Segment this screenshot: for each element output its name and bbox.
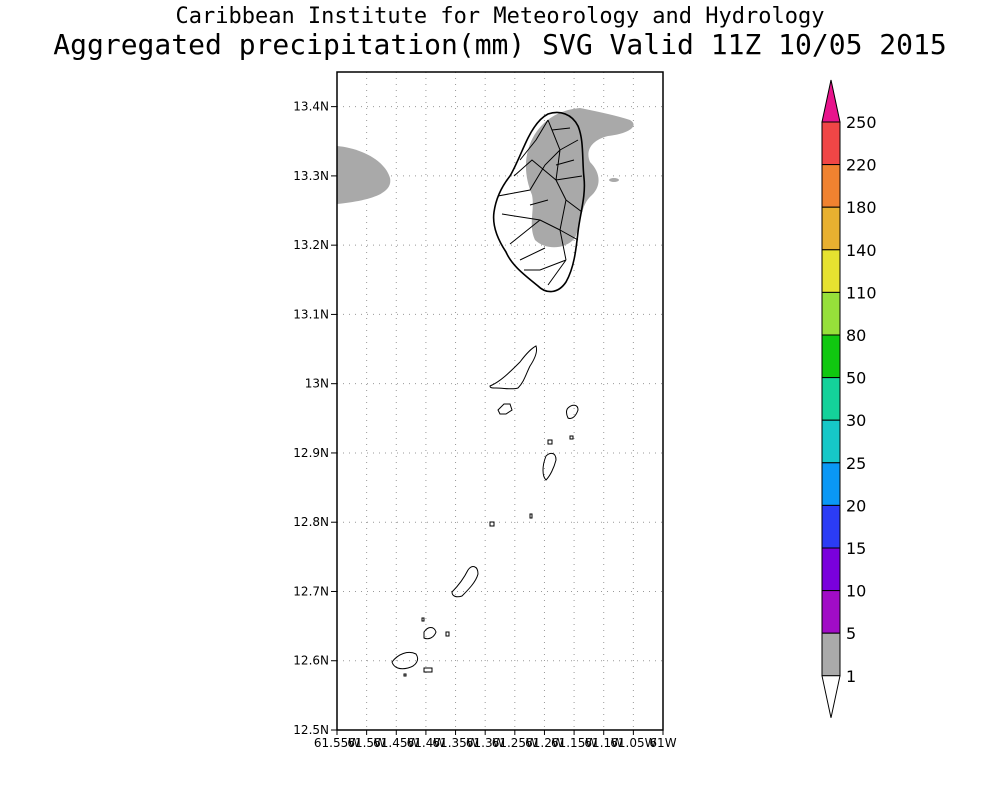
colorbar-segment (821, 590, 841, 634)
island-st-vincent (492, 111, 586, 293)
colorbar-segment (821, 547, 841, 592)
precip-area-st-vincent (525, 108, 634, 248)
colorbar-segment (821, 291, 841, 336)
colorbar-level-label: 50 (846, 369, 866, 388)
islet-5 (569, 435, 574, 440)
island-union (423, 627, 437, 640)
lon-tick-label: 61.45W (373, 736, 419, 750)
islet-3 (529, 513, 533, 519)
colorbar-level-label: 110 (846, 283, 877, 302)
precip-area-west (337, 146, 391, 204)
islet-8 (423, 667, 433, 673)
islet-1 (497, 403, 513, 415)
lat-tick-label: 13.4N (293, 100, 329, 114)
lat-tick-label: 13.2N (293, 238, 329, 252)
colorbar-over-arrow (821, 79, 841, 123)
lat-tick-label: 12.6N (293, 654, 329, 668)
lat-tick-label: 12.7N (293, 584, 329, 598)
colorbar-segment (821, 377, 841, 421)
lat-tick-label: 13.3N (293, 169, 329, 183)
colorbar-level-label: 5 (846, 624, 856, 643)
colorbar-segment (821, 419, 841, 464)
chart-subtitle: Aggregated precipitation(mm) SVG Valid 1… (53, 28, 947, 61)
islet-9 (403, 673, 407, 677)
colorbar-level-label: 20 (846, 496, 866, 515)
island-union-cluster (451, 566, 479, 598)
colorbar-segment (821, 121, 841, 166)
colorbar-level-label: 140 (846, 241, 877, 260)
lon-tick-label: 61.35W (432, 736, 478, 750)
colorbar-level-label: 10 (846, 582, 866, 601)
lon-tick-label: 61.1W (584, 736, 623, 750)
lat-tick-label: 12.8N (293, 515, 329, 529)
longitude-axis: 61.55W61.5W61.45W61.4W61.35W61.3W61.25W6… (314, 730, 677, 750)
islet-4 (489, 521, 495, 527)
islet-6 (445, 631, 450, 637)
lon-tick-label: 61.25W (492, 736, 538, 750)
lon-tick-label: 61.55W (314, 736, 360, 750)
colorbar-level-label: 80 (846, 326, 866, 345)
chart-title: Caribbean Institute for Meteorology and … (175, 4, 825, 29)
lon-tick-label: 61.4W (407, 736, 446, 750)
map-frame (336, 71, 664, 731)
colorbar-segment (821, 462, 841, 506)
colorbar-level-label: 15 (846, 539, 866, 558)
lat-tick-label: 13.1N (293, 307, 329, 321)
island-bequia (489, 345, 537, 390)
lon-tick-label: 61.05W (610, 736, 656, 750)
colorbar-segment (821, 334, 841, 379)
colorbar-level-label: 25 (846, 454, 866, 473)
lat-tick-label: 12.5N (293, 723, 329, 737)
lon-tick-label: 61W (649, 736, 676, 750)
coastline-layer (391, 111, 586, 677)
colorbar-level-label: 180 (846, 198, 877, 217)
watershed-lines (497, 119, 583, 286)
lon-tick-label: 61.3W (466, 736, 505, 750)
colorbar-legend: 250 220 180 140 110 80 50 30 25 20 15 10 5 1 (821, 79, 877, 718)
islet-2 (547, 439, 553, 445)
colorbar-segment (821, 504, 841, 549)
islet-7 (421, 617, 425, 622)
lon-tick-label: 61.2W (525, 736, 564, 750)
island-carriacou (391, 651, 419, 670)
colorbar-segment (821, 206, 841, 251)
colorbar-segment (821, 632, 841, 677)
colorbar-segment (821, 249, 841, 293)
island-mustique (566, 404, 579, 419)
lon-tick-label: 61.15W (551, 736, 597, 750)
precip-shading-layer (337, 108, 634, 248)
colorbar-segment (821, 164, 841, 208)
latitude-axis: 13.4N 13.3N 13.2N 13.1N 13N 12.9N 12.8N 12.7N 12… (293, 100, 337, 737)
colorbar-under-arrow (821, 675, 841, 718)
map-grid (337, 72, 663, 730)
lon-tick-label: 61.5W (347, 736, 386, 750)
island-canouan (542, 452, 557, 481)
colorbar-level-label: 1 (846, 667, 856, 686)
colorbar-level-label: 250 (846, 113, 877, 132)
precip-area-small (609, 178, 619, 182)
colorbar-level-label: 30 (846, 411, 866, 430)
colorbar-level-label: 220 (846, 156, 877, 175)
lat-tick-label: 12.9N (293, 446, 329, 460)
lat-tick-label: 13N (305, 377, 329, 391)
